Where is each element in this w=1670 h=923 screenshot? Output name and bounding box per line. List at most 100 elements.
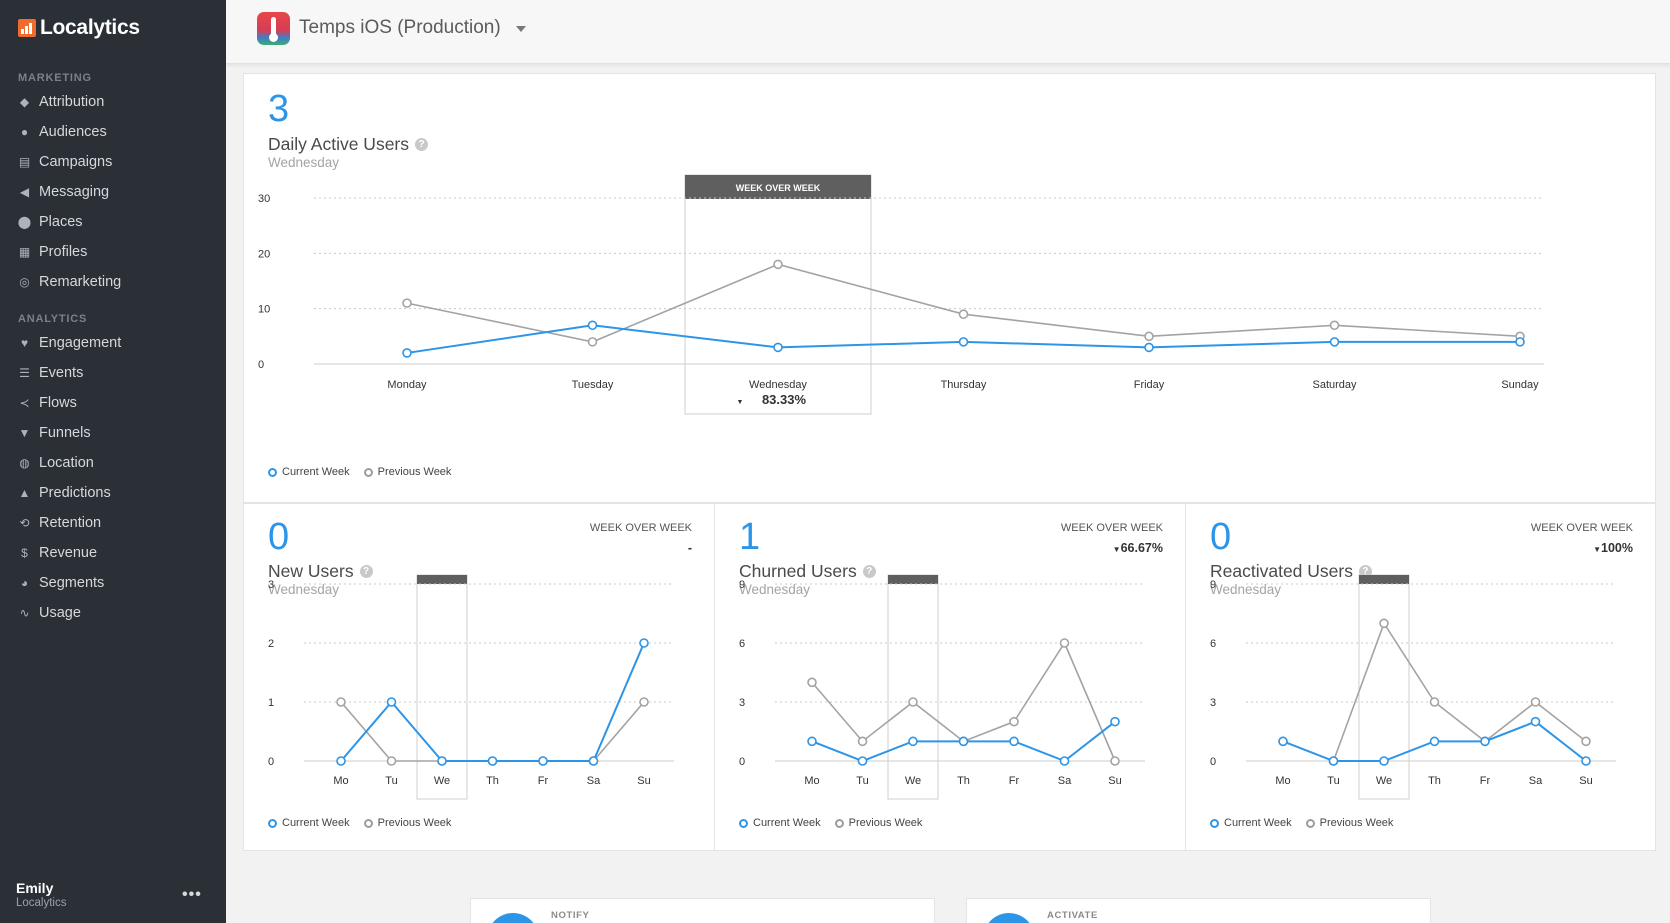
data-point-previous-week [773, 259, 783, 270]
dau-title: Daily Active Users ? [268, 134, 429, 155]
sidebar-item-usage[interactable]: ∿ Usage [18, 601, 80, 625]
reactivated-users-chart: 0 3 6 9 Mo Tu We Th Fr Sa Su [1210, 574, 1616, 800]
sidebar-item-retention[interactable]: ⟲ Retention [18, 511, 101, 535]
legend-current-week[interactable]: Current Week [268, 817, 350, 829]
y-tick-label: 3 [268, 579, 274, 591]
legend-current-week[interactable]: Current Week [268, 466, 350, 478]
dollar-icon: $ [21, 546, 28, 560]
y-tick-label: 3 [1210, 697, 1216, 709]
legend-previous-dot [1305, 818, 1315, 828]
legend-previous-week[interactable]: Previous Week [1305, 817, 1393, 829]
sidebar-item-attribution[interactable]: ◆ Attribution [18, 90, 104, 114]
sidebar-item-revenue[interactable]: $ Revenue [18, 541, 97, 565]
churned-users-legend: Current Week Previous Week [739, 817, 922, 829]
data-point-previous-week [1329, 320, 1340, 331]
user-menu-button[interactable]: ••• [182, 886, 202, 903]
x-tick-label: Su [1579, 775, 1592, 787]
legend-current-week[interactable]: Current Week [1210, 817, 1292, 829]
y-tick-label: 0 [268, 756, 274, 768]
data-point-current-week [1328, 756, 1339, 766]
legend-current-dot [268, 818, 277, 828]
highlight-header-bar [417, 575, 467, 584]
data-point-current-week [336, 756, 346, 766]
legend-previous-week[interactable]: Previous Week [363, 466, 451, 478]
legend-current-dot [739, 818, 748, 828]
user-block[interactable]: Emily Localytics [16, 880, 67, 909]
x-tick-label: Tu [856, 775, 868, 787]
x-tick-label: Mo [333, 775, 348, 787]
x-tick-label: Wednesday [749, 379, 807, 391]
help-icon[interactable]: ? [359, 565, 373, 578]
globe-icon: ◍ [19, 456, 30, 470]
app-selector[interactable]: Temps iOS (Production) [299, 17, 501, 38]
notify-card[interactable]: NOTIFY [470, 898, 935, 923]
down-arrow-icon: ▼ [737, 399, 744, 406]
data-point-current-week [639, 638, 649, 648]
chevron-down-icon[interactable] [516, 26, 526, 32]
x-tick-label: Sunday [1501, 379, 1539, 391]
sidebar-item-audiences[interactable]: ● Audiences [18, 120, 107, 144]
y-tick-label: 1 [268, 697, 274, 709]
data-point-previous-week [1059, 638, 1070, 648]
sidebar-item-segments[interactable]: ◕ Segments [18, 571, 104, 595]
data-point-current-week [958, 736, 969, 747]
logo[interactable]: Localytics [18, 16, 140, 40]
sidebar-item-messaging[interactable]: ◀ Messaging [18, 180, 109, 204]
sidebar-item-campaigns[interactable]: ▤ Campaigns [18, 150, 113, 174]
data-point-previous-week [857, 736, 868, 747]
sidebar-item-events[interactable]: ☰ Events [18, 361, 83, 385]
data-point-current-week [1530, 716, 1541, 727]
highlight-wow-value: 83.33% [762, 392, 807, 407]
logo-bars-icon [18, 19, 36, 37]
sidebar-item-label: Location [39, 455, 94, 471]
data-point-previous-week [336, 697, 346, 707]
sidebar-item-places[interactable]: ⬤ Places [18, 210, 83, 234]
x-tick-label: Tu [1327, 775, 1339, 787]
new-users-card: 0 New Users ? Wednesday WEEK OVER WEEK -… [243, 503, 715, 851]
data-point-current-week [857, 756, 868, 766]
sidebar-item-location[interactable]: ◍ Location [18, 451, 94, 475]
new-users-value: 0 [268, 516, 290, 558]
data-point-previous-week [639, 697, 649, 707]
sidebar-item-label: Engagement [39, 335, 122, 351]
sidebar-item-funnels[interactable]: ▼ Funnels [18, 421, 91, 445]
sidebar-item-profiles[interactable]: ▦ Profiles [18, 240, 88, 264]
data-point-previous-week [908, 697, 918, 707]
flask-icon: ▲ [18, 486, 31, 500]
reactivated-users-card: 0 Reactivated Users ? Wednesday WEEK OVE… [1185, 503, 1656, 851]
legend-current-week[interactable]: Current Week [739, 817, 821, 829]
sidebar-item-flows[interactable]: ≺ Flows [18, 391, 76, 415]
tag-icon: ◆ [19, 95, 30, 109]
sidebar-item-engagement[interactable]: ♥ Engagement [18, 331, 121, 355]
sidebar-item-predictions[interactable]: ▲ Predictions [18, 481, 111, 505]
data-point-previous-week [807, 677, 817, 688]
data-point-previous-week [402, 298, 412, 308]
new-users-legend: Current Week Previous Week [268, 817, 451, 829]
highlight-box [684, 174, 872, 415]
series-line-previous-week [406, 263, 1521, 343]
new-users-title: New Users ? [268, 561, 373, 582]
legend-previous-week[interactable]: Previous Week [363, 817, 451, 829]
legend-previous-dot [834, 818, 844, 828]
legend-previous-week[interactable]: Previous Week [834, 817, 922, 829]
y-tick-label: 0 [1210, 756, 1216, 768]
target-icon: ◎ [19, 275, 30, 289]
series-line-previous-week [340, 701, 645, 762]
sidebar: Localytics MARKETING ◆ Attribution ● Audie… [0, 0, 226, 923]
app-icon[interactable] [257, 12, 290, 45]
sidebar-item-remarketing[interactable]: ◎ Remarketing [18, 270, 121, 294]
help-icon[interactable]: ? [862, 565, 876, 578]
legend-previous-dot [363, 467, 373, 477]
help-icon[interactable]: ? [415, 138, 429, 151]
legend-current-label: Current Week [1224, 817, 1292, 829]
data-point-current-week [908, 736, 918, 747]
legend-previous-dot [363, 818, 373, 828]
data-point-current-week [437, 756, 447, 766]
dau-subtitle: Wednesday [268, 155, 340, 170]
notify-label: NOTIFY [551, 910, 590, 921]
activate-card[interactable]: ACTIVATE [966, 898, 1431, 923]
y-tick-label: 0 [258, 359, 264, 371]
churned-users-value: 1 [739, 516, 761, 558]
new-users-title-text: New Users [268, 561, 354, 581]
sidebar-item-label: Places [39, 214, 83, 230]
